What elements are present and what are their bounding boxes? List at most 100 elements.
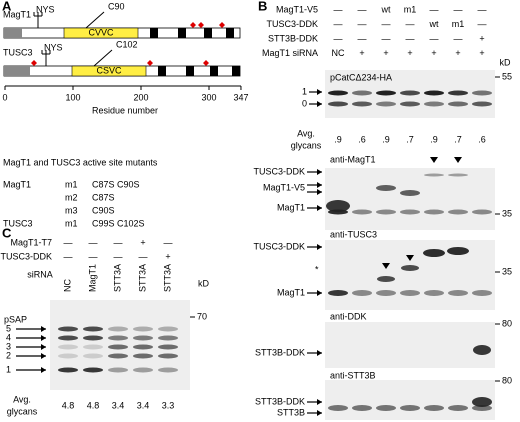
- protein-name: MagT1: [3, 9, 31, 19]
- band-label: 4: [6, 332, 11, 342]
- band: [448, 405, 468, 411]
- blot-label: anti-MagT1: [330, 154, 376, 164]
- lane-value: —: [89, 237, 98, 247]
- band-label: MagT1: [277, 202, 305, 212]
- lane-value: +: [140, 237, 145, 247]
- band: [472, 405, 492, 411]
- lane-value: —: [89, 251, 98, 261]
- lane-value: +: [455, 48, 460, 58]
- lane-value: —: [406, 19, 415, 29]
- sirna-value: MagT1: [87, 264, 97, 292]
- tick-label: 100: [65, 92, 80, 102]
- band: [58, 353, 78, 359]
- band-label: 1: [302, 86, 307, 96]
- lane-value: wt: [429, 19, 439, 29]
- glycosite: NYS: [36, 4, 55, 14]
- avg-label: Avg.: [13, 394, 31, 404]
- kd: kD: [198, 278, 210, 288]
- lane-value: +: [479, 48, 484, 58]
- avg-value: 3.4: [112, 400, 125, 410]
- band: [83, 344, 103, 350]
- band: [352, 209, 372, 215]
- arrow-head: [317, 189, 322, 195]
- band: [352, 405, 372, 411]
- lane-value: —: [478, 19, 487, 29]
- sirna-value: STT3A: [112, 264, 122, 292]
- band-label: STT3B-DDK: [255, 396, 305, 406]
- protein: MagT1: [3, 179, 31, 189]
- band: [400, 190, 420, 196]
- lane-value: NC: [332, 48, 345, 58]
- band: [328, 101, 348, 107]
- arrow-head: [317, 205, 322, 211]
- band: [133, 367, 153, 373]
- band: [400, 90, 420, 96]
- panel-label: A: [2, 0, 12, 13]
- mutation: C87S: [92, 192, 115, 202]
- band: [472, 397, 492, 407]
- band: [448, 101, 468, 107]
- mutant: m2: [65, 192, 78, 202]
- avg-label: Avg.: [297, 128, 315, 138]
- band: [448, 90, 468, 96]
- lane-value: —: [334, 19, 343, 29]
- band: [352, 101, 372, 107]
- band: [472, 90, 492, 96]
- band-label: 1: [6, 364, 11, 374]
- marker: 70: [197, 311, 207, 321]
- condition-label: TUSC3-DDK: [266, 19, 318, 29]
- mutant: m1: [65, 179, 78, 189]
- arrow-head: [317, 290, 322, 296]
- lane-value: m1: [452, 19, 465, 29]
- lane-value: —: [358, 33, 367, 43]
- band: [158, 335, 178, 341]
- panel-label: C: [2, 225, 12, 240]
- mutant: m1: [65, 218, 78, 228]
- band: [158, 367, 178, 373]
- lane-value: —: [358, 4, 367, 14]
- band: [108, 335, 128, 341]
- band: [473, 345, 491, 355]
- tick-label: 200: [133, 92, 148, 102]
- marker: 80: [502, 318, 512, 328]
- arrow-head: [317, 410, 322, 416]
- band: [158, 353, 178, 359]
- bands: [58, 90, 492, 411]
- blot-label: pCatCΔ234-HA: [330, 72, 392, 82]
- arrow-head: [317, 350, 322, 356]
- condition-label: TUSC3-DDK: [0, 251, 52, 261]
- protein: TUSC3: [3, 218, 33, 228]
- lane-value: —: [406, 33, 415, 43]
- arrow-head: [41, 326, 46, 332]
- mutation: C99S C102S: [92, 218, 145, 228]
- band: [376, 209, 396, 215]
- lane-value: —: [430, 4, 439, 14]
- lane-value: —: [454, 4, 463, 14]
- band: [83, 353, 103, 359]
- band: [108, 353, 128, 359]
- band: [133, 335, 153, 341]
- band-label: STT3B-DDK: [255, 347, 305, 357]
- lane-value: —: [478, 4, 487, 14]
- band: [133, 344, 153, 350]
- arrow-head: [317, 399, 322, 405]
- band: [352, 290, 372, 296]
- band: [423, 249, 445, 257]
- sirna-label: siRNA: [27, 269, 53, 279]
- band: [424, 290, 444, 296]
- kd: kD: [500, 57, 512, 67]
- band: [376, 101, 396, 107]
- band: [108, 367, 128, 373]
- lane-value: +: [165, 251, 170, 261]
- arrow-head: [317, 101, 322, 107]
- avg-value: 3.3: [162, 400, 175, 410]
- arrow-head: [41, 335, 46, 341]
- arrowhead: [382, 255, 414, 269]
- marker: 55: [502, 71, 512, 81]
- avg-label: glycans: [7, 406, 38, 416]
- panel-label: B: [258, 0, 267, 13]
- lane-value: +: [431, 48, 436, 58]
- protein-name: TUSC3: [3, 47, 33, 57]
- band: [328, 290, 348, 296]
